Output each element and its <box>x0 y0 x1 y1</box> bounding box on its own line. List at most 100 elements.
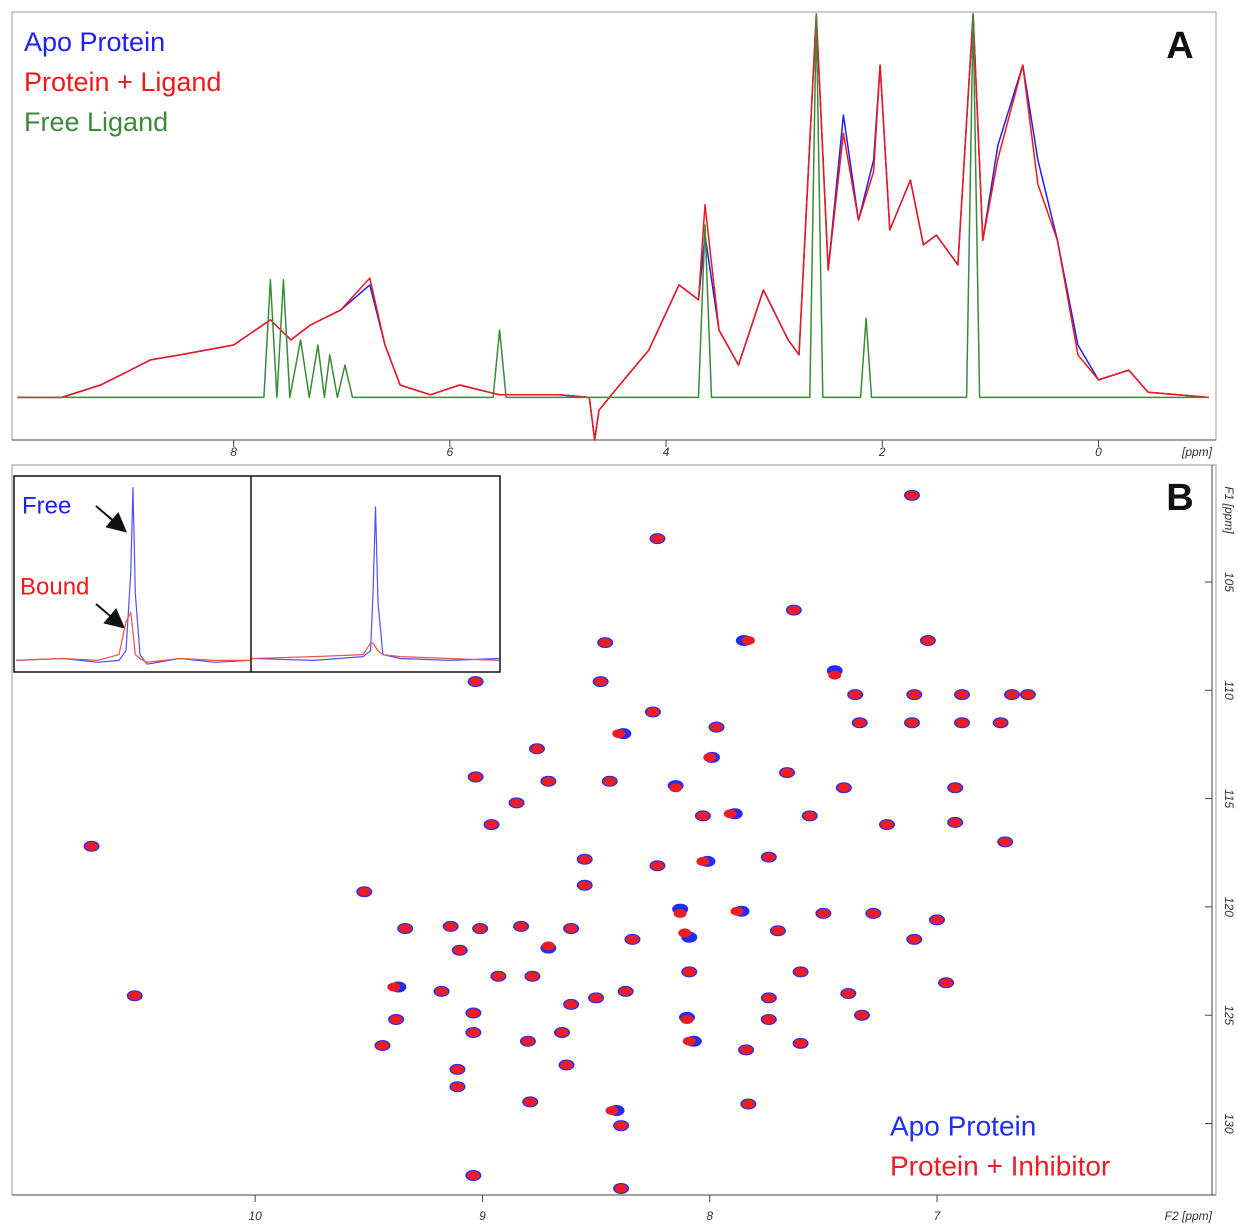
x-tick-label: 8 <box>230 445 237 459</box>
peak <box>762 993 776 1003</box>
peak <box>564 924 578 934</box>
peak <box>523 1097 537 1107</box>
peak <box>680 1015 694 1025</box>
chart-1: Free Bound <box>15 487 251 665</box>
peak <box>605 1106 619 1116</box>
peak <box>450 1082 464 1092</box>
peak <box>564 999 578 1009</box>
peak <box>603 776 617 786</box>
legend-entry: Free Ligand <box>24 107 168 137</box>
peak <box>469 772 483 782</box>
peak <box>555 1028 569 1038</box>
peak <box>491 971 505 981</box>
peak <box>948 817 962 827</box>
peak <box>682 967 696 977</box>
y-tick-label: 125 <box>1222 1005 1236 1025</box>
peak <box>525 971 539 981</box>
x-tick-label: 2 <box>878 445 886 459</box>
peak <box>696 811 710 821</box>
peak <box>389 1015 403 1025</box>
peak <box>594 677 608 687</box>
peak <box>905 718 919 728</box>
peak <box>837 783 851 793</box>
peak <box>710 722 724 732</box>
peak <box>907 690 921 700</box>
panel-label: B <box>1166 477 1193 519</box>
x-tick-label: 9 <box>479 1209 486 1223</box>
peak <box>905 490 919 500</box>
annotation: Free <box>22 492 71 519</box>
y-tick-label: 105 <box>1222 572 1236 592</box>
peak <box>741 1099 755 1109</box>
peak <box>794 1038 808 1048</box>
annotation: Bound <box>20 573 89 600</box>
x-tick-label: 0 <box>1095 445 1102 459</box>
peak <box>375 1041 389 1051</box>
peak <box>473 924 487 934</box>
peak <box>521 1036 535 1046</box>
peak <box>541 941 555 951</box>
y-tick-label: 110 <box>1222 681 1236 700</box>
peak <box>466 1028 480 1038</box>
peak <box>466 1008 480 1018</box>
legend-entry: Protein + Ligand <box>24 67 221 97</box>
peak <box>650 861 664 871</box>
spectrum-line <box>15 611 250 663</box>
peak <box>612 729 626 739</box>
spectrum-line <box>251 506 500 661</box>
peak <box>650 534 664 544</box>
peak <box>578 880 592 890</box>
peak <box>948 783 962 793</box>
peak <box>994 718 1008 728</box>
peak <box>682 1036 696 1046</box>
peak <box>955 690 969 700</box>
peak <box>646 707 660 717</box>
free-arrow <box>95 505 128 533</box>
peak <box>741 635 755 645</box>
peak <box>614 1184 628 1194</box>
peak <box>435 986 449 996</box>
x-axis-label: F2 [ppm] <box>1165 1209 1213 1223</box>
peak <box>930 915 944 925</box>
peak <box>85 841 99 851</box>
x-tick-label: 8 <box>706 1209 713 1223</box>
x-tick-label: 7 <box>934 1209 942 1223</box>
peak <box>589 993 603 1003</box>
peak <box>907 934 921 944</box>
y-axis-label: F1 [ppm] <box>1222 486 1236 534</box>
peak <box>730 906 744 916</box>
y-tick-label: 130 <box>1222 1114 1236 1134</box>
peak <box>866 908 880 918</box>
spectrum-line <box>251 642 500 661</box>
peak <box>444 921 458 931</box>
spectrum-line <box>17 13 1209 399</box>
inset-frame <box>13 475 501 673</box>
peak <box>514 921 528 931</box>
peak <box>723 809 737 819</box>
peak <box>816 908 830 918</box>
x-tick-label: 6 <box>446 445 453 459</box>
peak <box>1021 690 1035 700</box>
peak <box>469 677 483 687</box>
panel-label: A <box>1166 25 1193 67</box>
peak <box>921 635 935 645</box>
peak <box>398 924 412 934</box>
peak <box>510 798 524 808</box>
legend-entry: Protein + Inhibitor <box>890 1150 1110 1181</box>
x-tick-label: 4 <box>663 445 670 459</box>
peak <box>673 908 687 918</box>
peak <box>880 820 894 830</box>
peak <box>466 1171 480 1181</box>
peak <box>739 1045 753 1055</box>
peak <box>794 967 808 977</box>
legend-entry: Apo Protein <box>890 1110 1036 1141</box>
peak <box>762 852 776 862</box>
chart-2 <box>251 506 500 661</box>
peak <box>678 928 692 938</box>
peak <box>450 1064 464 1074</box>
peak <box>848 690 862 700</box>
peak <box>453 945 467 955</box>
peak <box>578 854 592 864</box>
peak <box>703 752 717 762</box>
